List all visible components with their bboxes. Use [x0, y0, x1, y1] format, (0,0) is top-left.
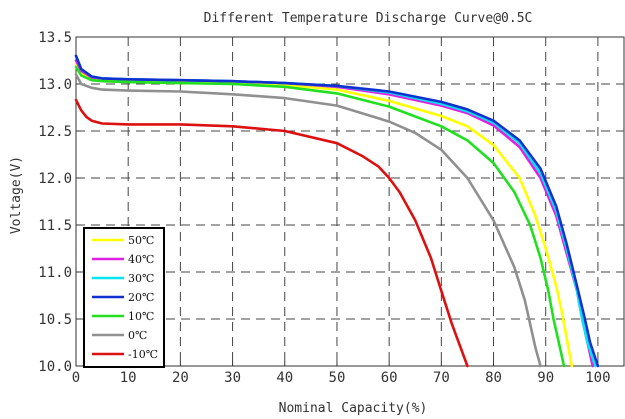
- x-tick-label: 70: [433, 370, 450, 386]
- y-axis-label: Voltage(V): [9, 156, 24, 234]
- series-line: [74, 98, 469, 368]
- y-tick-label: 10.0: [38, 359, 72, 375]
- x-tick-label: 60: [381, 370, 398, 386]
- y-tick-label: 12.5: [38, 124, 72, 140]
- series-line: [74, 54, 600, 368]
- legend: 50℃ 40℃ 30℃ 20℃ 10℃ 0℃ -10℃: [83, 227, 165, 368]
- series-line: [74, 65, 566, 368]
- x-tick-label: 50: [329, 370, 346, 386]
- series-lines: [74, 54, 600, 368]
- legend-label: 20℃: [128, 291, 154, 304]
- legend-label: 0℃: [128, 329, 147, 342]
- x-tick-label: 20: [172, 370, 189, 386]
- series-line: [74, 73, 542, 368]
- x-tick-label: 30: [224, 370, 241, 386]
- x-tick-label: 0: [72, 370, 80, 386]
- x-tick-label: 80: [485, 370, 502, 386]
- x-tick-label: 10: [120, 370, 137, 386]
- chart-title: Different Temperature Discharge Curve@0.…: [204, 11, 533, 26]
- x-tick-label: 40: [276, 370, 293, 386]
- x-axis-label: Nominal Capacity(%): [279, 401, 428, 416]
- y-tick-label: 11.0: [38, 265, 72, 281]
- legend-label: 50℃: [128, 234, 154, 247]
- x-tick-label: 90: [537, 370, 554, 386]
- y-tick-label: 13.0: [38, 77, 72, 93]
- legend-label: 30℃: [128, 272, 154, 285]
- y-tick-label: 10.5: [38, 312, 72, 328]
- legend-label: 10℃: [128, 310, 154, 323]
- y-tick-label: 13.5: [38, 30, 72, 46]
- y-axis-ticks: 10.0 10.5 11.0 11.5 12.0 12.5 13.0 13.5: [38, 30, 81, 375]
- y-tick-label: 12.0: [38, 171, 72, 187]
- y-tick-label: 11.5: [38, 218, 72, 234]
- legend-label: 40℃: [128, 253, 154, 266]
- x-axis-ticks: 0 10 20 30 40 50 60 70 80 90 100: [72, 361, 611, 386]
- x-tick-label: 100: [585, 370, 610, 386]
- legend-label: -10℃: [128, 348, 158, 361]
